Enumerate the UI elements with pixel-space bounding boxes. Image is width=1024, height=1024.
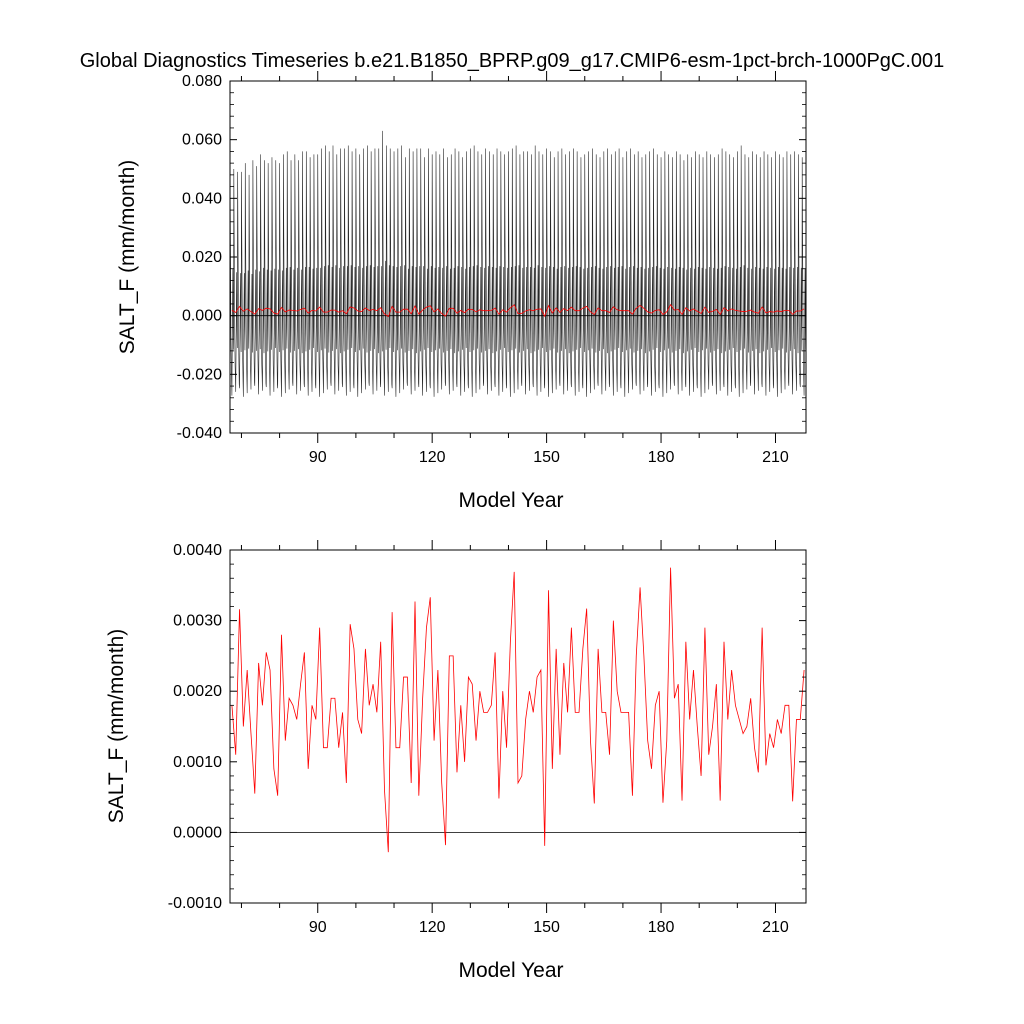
x-tick-label: 90 xyxy=(309,919,327,936)
y-tick-label: 0.0040 xyxy=(173,542,222,559)
y-tick-label: -0.040 xyxy=(177,425,222,442)
bottom-x-axis-label: Model Year xyxy=(458,959,563,982)
bottom-panel: SALT_F (mm/month) Model Year -0.0010 0.00… xyxy=(105,540,807,982)
x-tick-label: 90 xyxy=(309,449,327,466)
series-line-1-0 xyxy=(231,567,805,853)
y-tick-label: 0.0000 xyxy=(173,824,222,841)
y-tick-label: 0.060 xyxy=(182,132,222,149)
x-tick-label: 210 xyxy=(762,919,789,936)
x-tick-label: 210 xyxy=(762,449,789,466)
y-tick-label: 0.040 xyxy=(182,190,222,207)
top-x-axis-label: Model Year xyxy=(458,489,563,512)
x-tick-label: 120 xyxy=(419,449,446,466)
top-y-axis-label: SALT_F (mm/month) xyxy=(116,160,139,354)
y-tick-label: 0.0020 xyxy=(173,683,222,700)
x-tick-label: 150 xyxy=(533,919,560,936)
y-tick-label: 0.0030 xyxy=(173,613,222,630)
x-tick-label: 180 xyxy=(648,449,675,466)
top-panel: SALT_F (mm/month) Model Year -0.040 -0.02… xyxy=(116,71,807,512)
y-tick-label: 0.000 xyxy=(182,308,222,325)
bottom-y-axis-label: SALT_F (mm/month) xyxy=(105,629,128,823)
x-tick-label: 120 xyxy=(419,919,446,936)
figure-title: Global Diagnostics Timeseries b.e21.B185… xyxy=(80,50,945,72)
y-tick-label: -0.020 xyxy=(177,366,222,383)
y-tick-label: -0.0010 xyxy=(168,895,222,912)
series-line-0-0 xyxy=(229,130,806,397)
series-line-0-1 xyxy=(231,303,805,318)
y-tick-label: 0.0010 xyxy=(173,754,222,771)
y-tick-label: 0.020 xyxy=(182,249,222,266)
x-tick-label: 150 xyxy=(533,449,560,466)
plot-frame xyxy=(229,549,807,904)
y-tick-label: 0.080 xyxy=(182,73,222,90)
x-tick-label: 180 xyxy=(648,919,675,936)
